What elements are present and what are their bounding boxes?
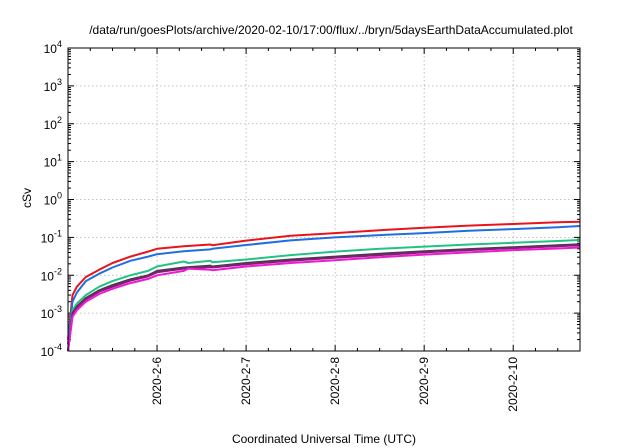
chart-title: /data/run/goesPlots/archive/2020-02-10/1… <box>89 23 573 37</box>
x-tick-label: 2020-2-9 <box>417 357 431 405</box>
x-tick-label: 2020-2-10 <box>506 357 520 412</box>
series-group <box>67 220 581 352</box>
series-line-2 <box>67 225 581 345</box>
x-tick-label: 2020-2-8 <box>328 357 342 405</box>
y-tick-label: 10-2 <box>41 266 62 283</box>
y-tick-label: 102 <box>44 115 62 132</box>
y-tick-label: 101 <box>44 153 62 170</box>
y-tick-label: 10-3 <box>41 304 62 321</box>
x-axis-label: Coordinated Universal Time (UTC) <box>232 432 416 446</box>
y-tick-label: 100 <box>44 191 62 208</box>
series-line-1 <box>67 220 581 340</box>
y-tick-label: 10-1 <box>41 228 62 245</box>
y-tick-labels: 10-4 10-3 10-2 10-1 100 101 102 103 104 <box>41 39 62 359</box>
series-line-3 <box>67 239 581 352</box>
series-line-5 <box>67 244 581 352</box>
y-tick-label: 10-4 <box>41 342 62 359</box>
y-tick-label: 103 <box>44 77 62 94</box>
x-tick-label: 2020-2-6 <box>150 357 164 405</box>
grid <box>68 48 580 351</box>
y-tick-label: 104 <box>44 39 62 56</box>
series-line-4 <box>67 243 581 352</box>
series-line-6 <box>67 246 581 352</box>
x-tick-label: 2020-2-7 <box>239 357 253 405</box>
x-tick-labels: 2020-2-6 2020-2-7 2020-2-8 2020-2-9 2020-2-1… <box>150 357 520 412</box>
plot-frame <box>67 47 581 352</box>
y-axis-label: cSv <box>20 188 34 208</box>
